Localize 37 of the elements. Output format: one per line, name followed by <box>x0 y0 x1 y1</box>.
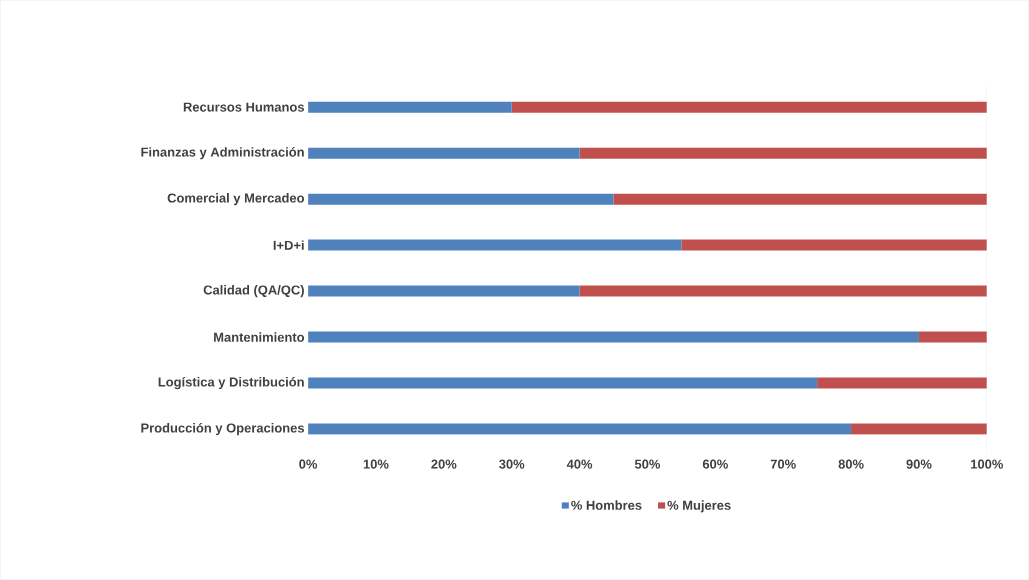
bar <box>308 239 682 251</box>
bar <box>511 101 987 113</box>
x-tick-label: 90% <box>906 459 932 469</box>
bar <box>817 377 987 389</box>
bar <box>681 239 987 251</box>
y-tick-label: Finanzas y Administración <box>141 146 304 160</box>
y-tick-label: Calidad (QA/QC) <box>203 284 304 298</box>
y-tick-label: I+D+i <box>273 240 304 250</box>
x-tick-label: 40% <box>566 459 593 469</box>
bar <box>308 101 512 113</box>
bar <box>918 331 987 343</box>
y-tick-label: Comercial y Mercadeo <box>167 193 305 206</box>
legend-label: % Mujeres <box>667 500 731 513</box>
bar <box>851 423 987 435</box>
x-tick-label: 60% <box>702 459 728 469</box>
y-tick-label: Mantenimiento <box>214 332 305 342</box>
x-tick-label: 20% <box>431 459 457 469</box>
bar <box>613 193 987 205</box>
x-tick-label: 10% <box>363 459 389 469</box>
x-tick-label: 0% <box>299 459 318 469</box>
y-tick-label: Producción y Operaciones <box>141 422 305 436</box>
bar <box>308 285 580 297</box>
bar <box>308 193 614 205</box>
legend-label: % Hombres <box>571 500 642 510</box>
bar <box>579 147 987 159</box>
x-tick-label: 70% <box>770 459 796 469</box>
bar <box>308 331 919 343</box>
bar <box>308 147 580 159</box>
bar <box>308 377 818 389</box>
x-tick-label: 50% <box>634 459 661 469</box>
x-tick-label: 100% <box>971 459 1004 469</box>
y-tick-label: Logística y Distribución <box>158 376 304 390</box>
bar <box>579 285 987 297</box>
y-tick-label: Recursos Humanos <box>183 102 305 112</box>
x-tick-label: 80% <box>838 459 864 469</box>
x-tick-label: 30% <box>499 459 525 469</box>
bar <box>308 423 852 435</box>
